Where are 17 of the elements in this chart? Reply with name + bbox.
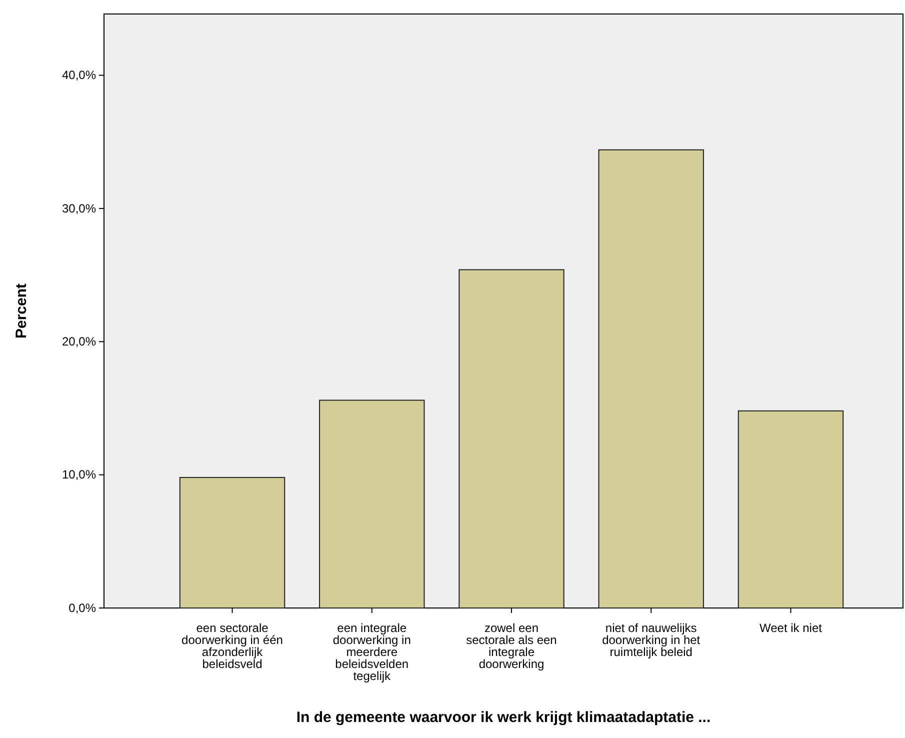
y-tick-label: 20,0% [62, 334, 96, 348]
x-tick-label: een sectorale doorwerking in één afzonderlijk beleidsveld [182, 621, 283, 671]
bar [458, 269, 564, 608]
x-tick-label: een integrale doorwerking in meerdere beleidsvelden tegelijk [332, 621, 411, 683]
y-axis-title: Percent [13, 283, 30, 339]
x-tick-label: zowel een sectorale als een integrale doorwerking [466, 621, 557, 671]
bar [179, 476, 286, 608]
x-tick-label: niet of nauwelijks doorwerking in het ruimtelijk beleid [602, 621, 701, 659]
y-tick-label: 10,0% [62, 468, 96, 482]
y-tick-label: 30,0% [62, 201, 96, 216]
x-tick-label: Weet ik niet [759, 621, 823, 635]
bar [598, 149, 704, 608]
bar [319, 400, 425, 608]
y-tick-label: 0,0% [68, 600, 96, 615]
bar [738, 410, 844, 608]
y-tick-label: 40,0% [62, 68, 96, 82]
x-axis-title: In de gemeente waarvoor ik werk krijgt klimaatadaptatie ... [296, 709, 711, 726]
